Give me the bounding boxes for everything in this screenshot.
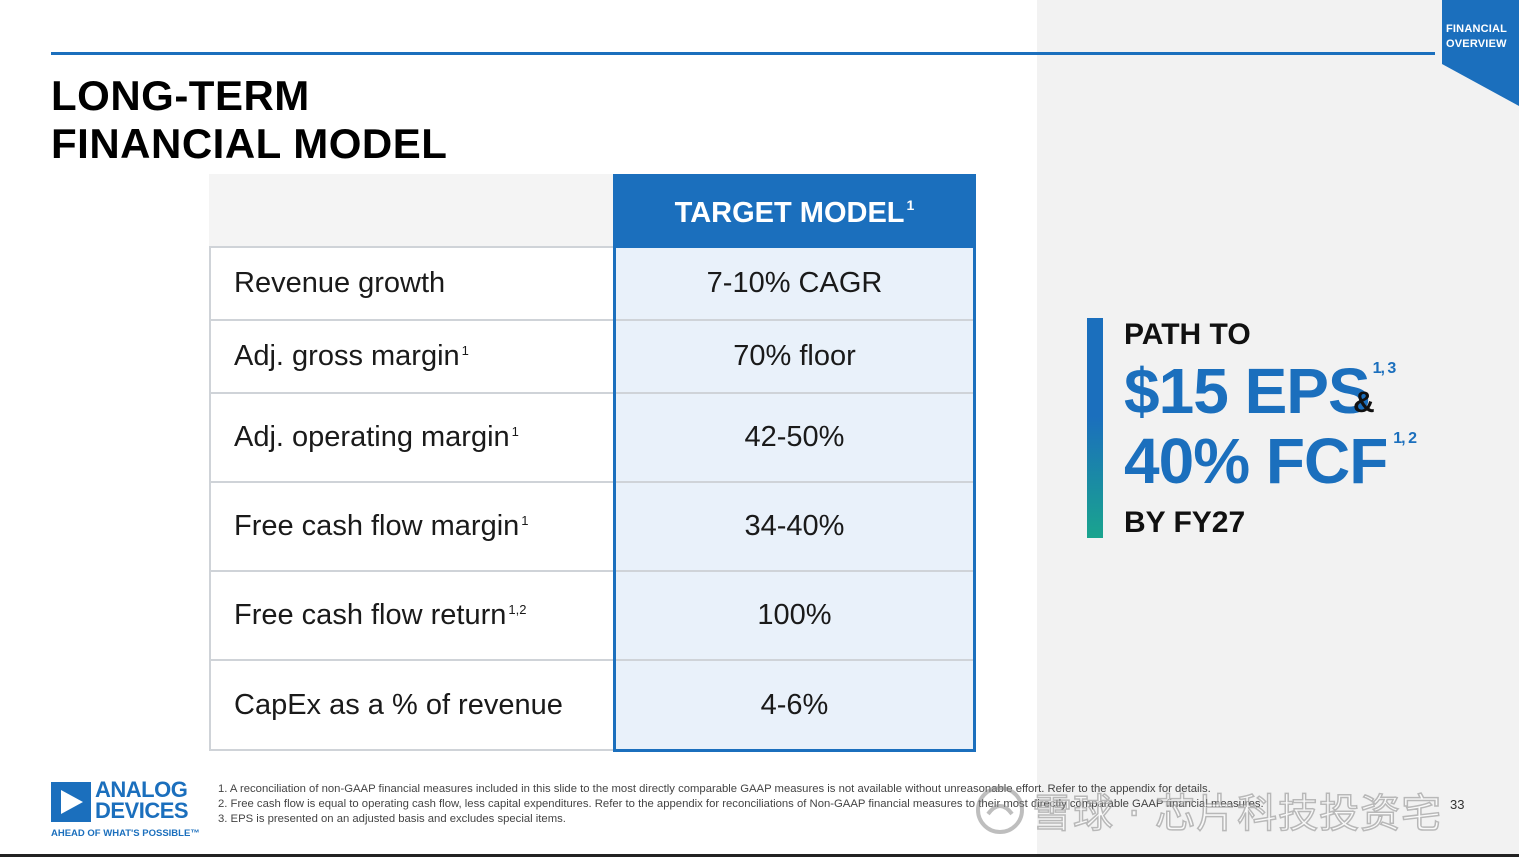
footnote-1: 1. A reconciliation of non-GAAP financia… — [218, 783, 1211, 795]
target-model-footnote: 1 — [906, 197, 915, 213]
section-tab-line1: FINANCIAL — [1446, 23, 1508, 35]
row-label-text: Adj. operating margin — [234, 421, 510, 453]
row-label-text: CapEx as a % of revenue — [234, 688, 563, 721]
row-value: 100% — [613, 572, 976, 659]
gradient-accent-bar — [1087, 318, 1103, 538]
row-label: Free cash flow margin 1 — [209, 483, 613, 570]
table-header-blank — [209, 174, 613, 248]
logo-word-devices: DEVICES — [95, 798, 189, 823]
page-title-line2: FINANCIAL MODEL — [51, 120, 448, 167]
fcf-target: 40% FCF 1, 2 — [1124, 424, 1417, 498]
section-tab-shape — [1442, 0, 1519, 106]
eps-footnote: 1, 3 — [1372, 360, 1397, 377]
table-row: Revenue growth 7-10% CAGR — [209, 248, 976, 321]
row-label-text: Free cash flow return — [234, 599, 507, 631]
table-row: Adj. operating margin 1 42-50% — [209, 394, 976, 483]
target-model-label: TARGET MODEL — [674, 197, 905, 229]
logo-word-analog: ANALOG — [95, 777, 188, 802]
table-row: Adj. gross margin 1 70% floor — [209, 321, 976, 394]
row-label-text: Free cash flow margin — [234, 510, 520, 542]
row-value: 42-50% — [613, 394, 976, 481]
path-to-label: PATH TO — [1124, 318, 1251, 351]
logo-tagline: AHEAD OF WHAT'S POSSIBLE™ — [51, 828, 200, 839]
row-label-text: Adj. gross margin — [234, 340, 460, 372]
page-title: LONG-TERM FINANCIAL MODEL — [51, 72, 447, 168]
table-row: Free cash flow return 1,2 100% — [209, 572, 976, 661]
table-row: Free cash flow margin 1 34-40% — [209, 483, 976, 572]
row-label-footnote: 1 — [461, 343, 469, 358]
row-value: 7-10% CAGR — [613, 248, 976, 319]
table-row: CapEx as a % of revenue 4-6% — [209, 661, 976, 751]
section-tab-line2: OVERVIEW — [1446, 38, 1507, 50]
analog-devices-logo: ANALOG DEVICES AHEAD OF WHAT'S POSSIBLE™ — [51, 777, 201, 844]
row-label: Adj. operating margin 1 — [209, 394, 613, 481]
table-header: TARGET MODEL 1 — [209, 174, 976, 248]
fcf-footnote: 1, 2 — [1393, 430, 1417, 447]
path-to-targets: PATH TO $15 EPS 1, 3 & 40% FCF 1, 2 BY FY2… — [1087, 318, 1507, 540]
row-label: Adj. gross margin 1 — [209, 321, 613, 392]
fcf-target-text: 40% FCF — [1124, 425, 1388, 497]
section-tab-label: FINANCIAL OVERVIEW — [1446, 22, 1518, 52]
ampersand: & — [1353, 386, 1375, 419]
footnote-3: 3. EPS is presented on an adjusted basis… — [218, 813, 566, 825]
row-label: CapEx as a % of revenue — [209, 661, 613, 749]
top-divider — [51, 52, 1435, 55]
snowball-icon — [976, 786, 1024, 834]
row-label-text: Revenue growth — [234, 267, 446, 299]
watermark-text: 雪球 · 芯片科技投资宅 — [1031, 790, 1443, 838]
page-number: 33 — [1450, 797, 1465, 812]
row-label-footnote: 1 — [511, 424, 519, 439]
table-header-target-model: TARGET MODEL 1 — [613, 174, 976, 248]
row-value: 4-6% — [613, 661, 976, 749]
logo-triangle-icon — [51, 782, 91, 822]
watermark: 雪球 · 芯片科技投资宅 — [974, 784, 1443, 838]
row-label: Revenue growth — [209, 248, 613, 319]
section-tab — [1442, 0, 1519, 106]
page-title-line1: LONG-TERM — [51, 72, 310, 119]
row-value: 70% floor — [613, 321, 976, 392]
eps-target-text: $15 EPS — [1124, 355, 1371, 427]
bottom-border — [0, 854, 1519, 857]
logo-wordmark: ANALOG DEVICES — [95, 777, 189, 823]
row-label-footnote: 1,2 — [508, 602, 527, 617]
by-year-label: BY FY27 — [1124, 506, 1246, 539]
right-panel-background — [1037, 0, 1519, 857]
row-label-footnote: 1 — [521, 513, 529, 528]
eps-target: $15 EPS 1, 3 — [1124, 354, 1397, 428]
row-label: Free cash flow return 1,2 — [209, 572, 613, 659]
row-value: 34-40% — [613, 483, 976, 570]
